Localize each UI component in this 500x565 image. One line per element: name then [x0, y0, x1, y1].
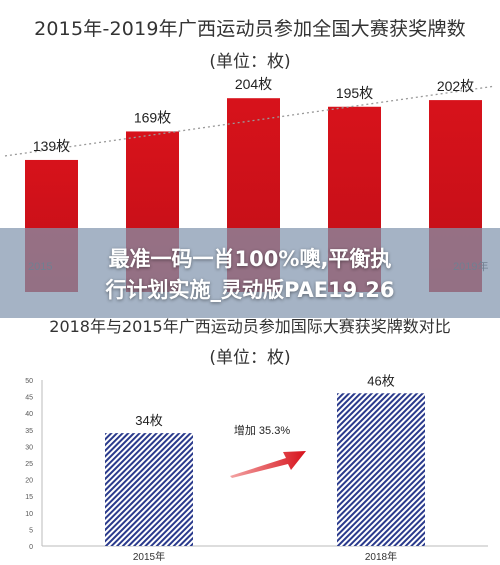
increase-arrow-icon — [230, 451, 306, 478]
chart2-data-label-0: 34枚 — [135, 413, 162, 428]
chart1-subtitle: (单位：枚) — [209, 52, 291, 72]
chart2-y-tick-10: 50 — [25, 378, 33, 385]
chart2-annotation: 增加 35.3% — [234, 423, 290, 437]
chart2-bar-0 — [105, 433, 193, 546]
chart1-title: 2015年-2019年广西运动员参加全国大赛获奖牌数 — [34, 18, 466, 40]
chart1-data-label-4: 202枚 — [437, 78, 474, 94]
chart2-y-tick-6: 30 — [25, 444, 33, 451]
chart2-category-label-0: 2015年 — [133, 550, 165, 563]
chart1-data-label-0: 139枚 — [33, 138, 70, 154]
chart2-category-label-1: 2018年 — [365, 550, 397, 563]
chart2-subtitle: (单位：枚) — [209, 348, 291, 368]
chart2-y-tick-2: 10 — [25, 511, 33, 518]
chart2-data-label-1: 46枚 — [367, 373, 394, 388]
chart2-y-tick-1: 5 — [29, 527, 33, 534]
chart2-bar-1 — [337, 393, 425, 546]
chart2-y-tick-0: 0 — [29, 544, 33, 551]
chart2-y-tick-9: 45 — [25, 395, 33, 402]
chart2-y-tick-5: 25 — [25, 461, 33, 468]
chart2-title: 2018年与2015年广西运动员参加国际大赛获奖牌数对比 — [49, 317, 451, 336]
chart2-y-tick-3: 15 — [25, 494, 33, 501]
watermark-line-2: 行计划实施_灵动版PAE19.26 — [105, 278, 395, 302]
watermark-banner — [0, 228, 500, 318]
chart1-data-label-1: 169枚 — [134, 109, 171, 125]
chart2-y-tick-8: 40 — [25, 411, 33, 418]
watermark-text: 最准一码一肖100%噢,平衡执 行计划实施_灵动版PAE19.26 — [0, 244, 500, 306]
chart2-y-tick-4: 20 — [25, 478, 33, 485]
watermark-line-1: 最准一码一肖100%噢,平衡执 — [108, 247, 392, 271]
chart1-data-label-2: 204枚 — [235, 76, 272, 92]
chart1-data-label-3: 195枚 — [336, 85, 373, 101]
chart2-y-tick-7: 35 — [25, 428, 33, 435]
